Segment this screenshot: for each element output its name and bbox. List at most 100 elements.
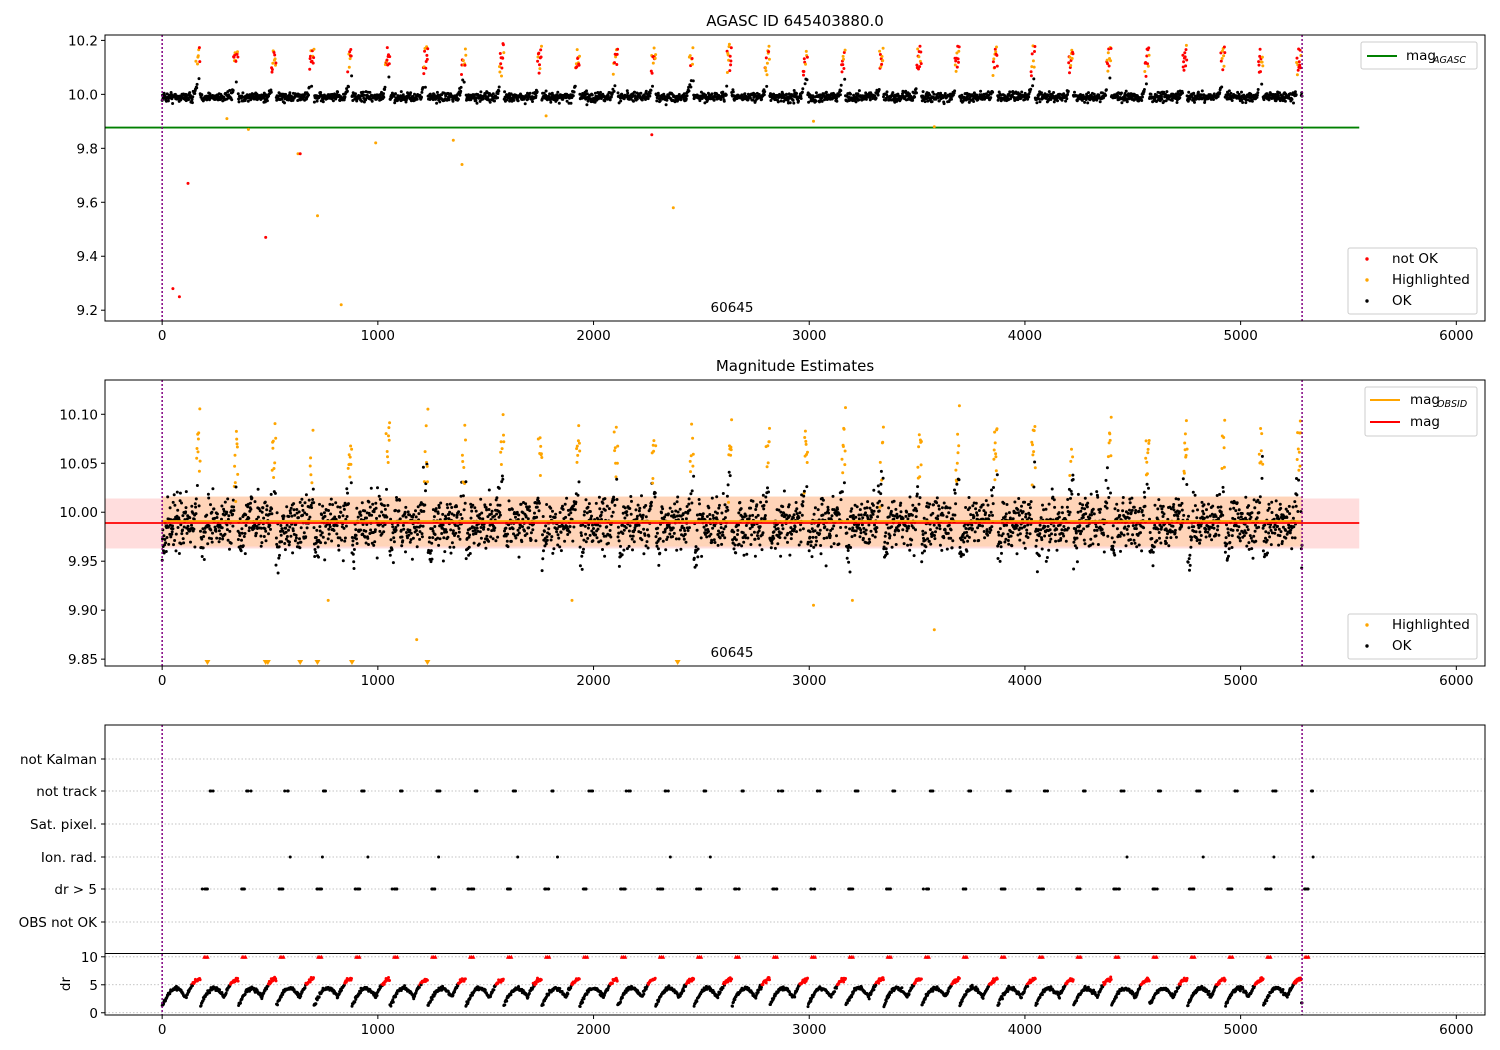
highlighted-point: [1147, 53, 1151, 57]
ok-point: [433, 533, 437, 536]
ok-point: [190, 504, 194, 508]
ok-point: [341, 514, 345, 518]
not-ok-point: [690, 57, 694, 60]
ok-point: [385, 487, 388, 491]
ok-point: [505, 539, 509, 543]
ok-point: [953, 89, 957, 93]
ok-point: [812, 512, 816, 516]
ok-point: [641, 513, 645, 517]
ok-point: [318, 502, 321, 506]
ok-point: [454, 531, 458, 535]
ok-point: [742, 540, 746, 544]
ok-point: [490, 509, 494, 513]
highlighted-point: [539, 452, 543, 456]
ok-point: [248, 526, 251, 530]
ok-point: [528, 509, 532, 513]
not-ok-point: [880, 62, 884, 66]
ok-point: [631, 534, 635, 538]
not-ok-point: [198, 60, 202, 64]
highlighted-point: [235, 437, 239, 441]
ok-point: [719, 526, 723, 530]
ok-point: [287, 515, 291, 518]
ok-point: [756, 513, 760, 517]
ok-point: [594, 533, 598, 537]
ok-point: [420, 90, 424, 94]
highlighted-point: [653, 56, 657, 60]
ok-point: [394, 508, 397, 512]
ok-point: [479, 90, 483, 94]
ok-point: [321, 504, 325, 508]
ok-point: [718, 503, 721, 507]
ok-point: [620, 553, 624, 557]
ok-point: [751, 513, 755, 517]
highlighted-point: [348, 455, 352, 459]
ok-point: [757, 529, 761, 533]
ok-point: [320, 531, 324, 535]
ok-point: [178, 491, 182, 495]
ok-point: [601, 501, 605, 505]
ok-point: [615, 477, 619, 481]
highlighted-point: [727, 42, 731, 46]
ok-point: [400, 544, 404, 548]
ok-point: [487, 508, 491, 511]
ok-point: [814, 91, 818, 95]
ok-point: [277, 556, 281, 560]
ok-point: [457, 527, 461, 530]
ok-point: [215, 512, 219, 516]
highlighted-point: [348, 57, 352, 61]
ok-point: [506, 545, 510, 549]
highlighted-point: [500, 74, 503, 78]
ok-point: [265, 504, 269, 508]
ok-point: [1097, 93, 1101, 97]
ok-point: [760, 548, 764, 552]
highlighted-point: [540, 456, 544, 459]
ok-point: [236, 538, 240, 541]
ok-point: [267, 532, 270, 536]
ok-point: [180, 501, 183, 505]
ok-point: [700, 554, 704, 558]
highlighted-point: [691, 464, 695, 468]
ok-point: [705, 535, 709, 539]
ok-point: [660, 511, 663, 515]
ok-point: [1267, 98, 1271, 102]
ok-point: [837, 512, 841, 516]
ok-point: [1035, 101, 1039, 105]
ok-point: [382, 92, 385, 96]
ok-point: [750, 533, 754, 537]
highlighted-point: [768, 426, 771, 430]
highlighted-point: [995, 45, 998, 49]
ok-point: [612, 89, 616, 93]
ok-point: [1256, 88, 1260, 91]
ok-point: [278, 553, 281, 557]
ok-point: [388, 553, 392, 557]
ok-point: [756, 534, 759, 538]
ok-point: [762, 507, 766, 511]
highlighted-point: [385, 450, 389, 453]
ok-point: [591, 539, 595, 543]
ok-point: [435, 90, 439, 94]
ok-point: [171, 527, 175, 531]
ok-point: [619, 544, 622, 548]
highlighted-point: [688, 459, 692, 463]
ok-point: [261, 506, 265, 510]
ok-point: [491, 537, 495, 541]
ok-point: [627, 529, 631, 533]
ok-point: [413, 92, 416, 96]
not-ok-point: [538, 63, 541, 67]
ok-point: [630, 537, 634, 541]
highlighted-point: [725, 71, 729, 74]
highlighted-point: [844, 406, 847, 410]
not-ok-point: [615, 52, 619, 56]
ok-point: [431, 536, 435, 540]
ok-point: [569, 511, 573, 515]
not-ok-point: [426, 47, 430, 51]
ok-point: [551, 509, 554, 513]
ok-point: [525, 532, 529, 536]
legend-agasc-line: mag AGASC: [1360, 41, 1478, 70]
highlighted-point: [426, 407, 430, 411]
ok-point: [451, 99, 455, 103]
ok-point: [498, 511, 502, 514]
ok-point: [591, 523, 594, 527]
ok-point: [683, 529, 687, 533]
highlighted-point: [195, 447, 199, 450]
